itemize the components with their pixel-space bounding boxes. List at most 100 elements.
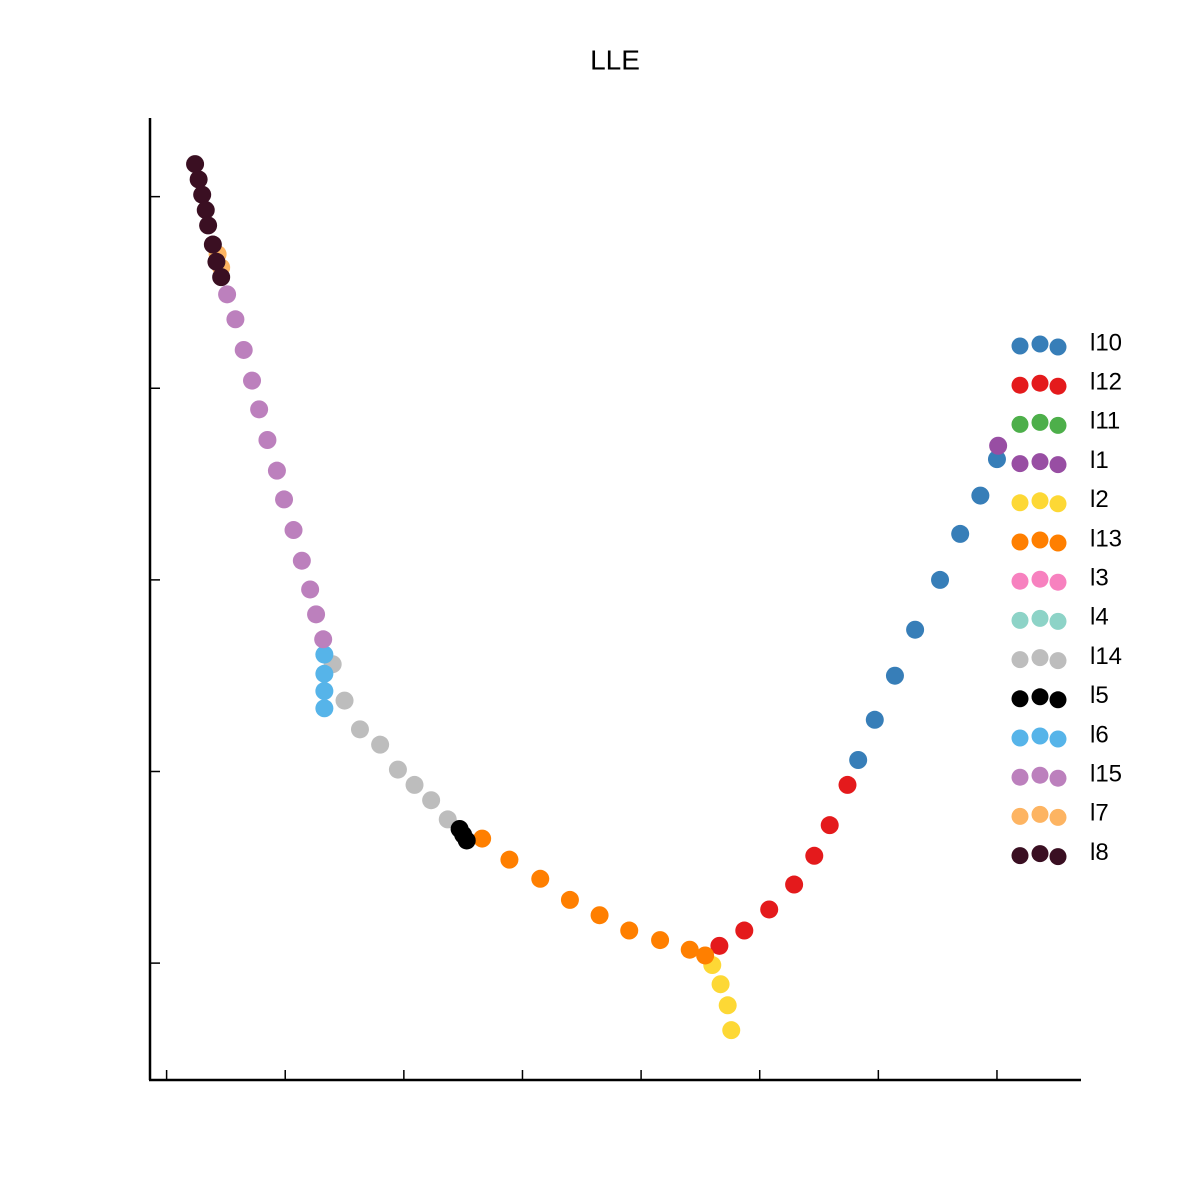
legend-swatch xyxy=(1031,413,1049,431)
legend-swatch xyxy=(1011,807,1029,825)
legend-swatch xyxy=(1031,688,1049,706)
point xyxy=(931,570,950,589)
point xyxy=(315,699,334,718)
legend-label: l8 xyxy=(1090,839,1109,866)
legend-swatch xyxy=(1011,611,1029,629)
legend-swatch xyxy=(1011,729,1029,747)
legend-swatch xyxy=(1031,492,1049,510)
legend-label: l6 xyxy=(1090,721,1109,748)
point xyxy=(350,720,369,739)
point xyxy=(785,875,804,894)
point xyxy=(457,831,476,850)
legend-label: l13 xyxy=(1090,525,1122,552)
point xyxy=(560,890,579,909)
legend-label: l14 xyxy=(1090,643,1122,670)
legend-swatch xyxy=(1049,730,1067,748)
legend-swatch xyxy=(1031,335,1049,353)
point xyxy=(820,816,839,835)
point xyxy=(735,921,754,940)
point xyxy=(234,340,253,359)
legend-label: l7 xyxy=(1090,800,1109,827)
legend-swatch xyxy=(1049,416,1067,434)
point xyxy=(267,461,286,480)
legend-swatch xyxy=(1011,847,1029,865)
legend-swatch xyxy=(1031,649,1049,667)
legend-swatch xyxy=(1049,769,1067,787)
chart-title: LLE xyxy=(590,44,640,75)
point xyxy=(696,946,715,965)
point xyxy=(849,751,868,769)
point xyxy=(838,775,857,794)
point xyxy=(590,906,609,925)
point xyxy=(651,931,670,950)
point xyxy=(711,975,730,994)
point xyxy=(258,431,277,449)
legend-swatch xyxy=(1049,377,1067,395)
point xyxy=(314,630,333,649)
point xyxy=(218,285,237,304)
point xyxy=(718,996,737,1015)
point xyxy=(335,691,354,710)
point xyxy=(193,185,212,204)
point xyxy=(500,850,519,869)
point xyxy=(388,760,407,779)
point xyxy=(971,486,990,505)
legend-swatch xyxy=(1031,453,1049,471)
legend-swatch xyxy=(1011,651,1029,669)
point xyxy=(315,664,334,683)
legend-swatch xyxy=(1049,495,1067,513)
point xyxy=(405,775,424,794)
legend-swatch xyxy=(1031,531,1049,549)
legend-label: l2 xyxy=(1090,486,1109,513)
point xyxy=(301,580,320,599)
point xyxy=(315,682,334,701)
point xyxy=(722,1021,741,1040)
point xyxy=(307,605,326,624)
legend-swatch xyxy=(1031,766,1049,784)
legend-swatch xyxy=(1011,415,1029,433)
point xyxy=(275,490,294,509)
point xyxy=(186,155,205,174)
legend-label: l5 xyxy=(1090,682,1109,709)
point xyxy=(422,791,441,810)
legend-swatch xyxy=(1049,848,1067,866)
legend-swatch xyxy=(1011,494,1029,512)
point xyxy=(207,252,226,271)
point xyxy=(680,940,699,959)
point xyxy=(805,846,824,865)
legend-swatch xyxy=(1049,534,1067,552)
legend-swatch xyxy=(1011,455,1029,473)
legend-label: l15 xyxy=(1090,761,1122,788)
point xyxy=(315,645,334,664)
point xyxy=(189,170,208,189)
legend-label: l4 xyxy=(1090,604,1109,631)
point xyxy=(710,936,729,955)
point xyxy=(885,666,904,685)
point xyxy=(226,310,245,329)
legend-label: l12 xyxy=(1090,369,1122,396)
legend-swatch xyxy=(1011,768,1029,786)
legend-swatch xyxy=(1011,533,1029,551)
legend-swatch xyxy=(1011,572,1029,590)
point xyxy=(987,450,1006,469)
legend-swatch xyxy=(1049,652,1067,670)
legend-swatch xyxy=(1031,609,1049,627)
point xyxy=(243,371,262,390)
legend-swatch xyxy=(1049,573,1067,591)
point xyxy=(371,735,390,754)
point xyxy=(620,921,639,940)
point xyxy=(906,620,925,639)
point xyxy=(865,710,884,729)
legend-label: l3 xyxy=(1090,565,1109,592)
legend-swatch xyxy=(1011,376,1029,394)
point xyxy=(203,235,222,254)
legend-swatch xyxy=(1011,690,1029,708)
legend-swatch xyxy=(1031,805,1049,823)
legend-swatch xyxy=(1011,337,1029,355)
point xyxy=(250,400,269,419)
legend-swatch xyxy=(1031,845,1049,863)
legend-swatch xyxy=(1031,374,1049,392)
legend-swatch xyxy=(1031,570,1049,588)
legend-label: l11 xyxy=(1090,408,1120,435)
